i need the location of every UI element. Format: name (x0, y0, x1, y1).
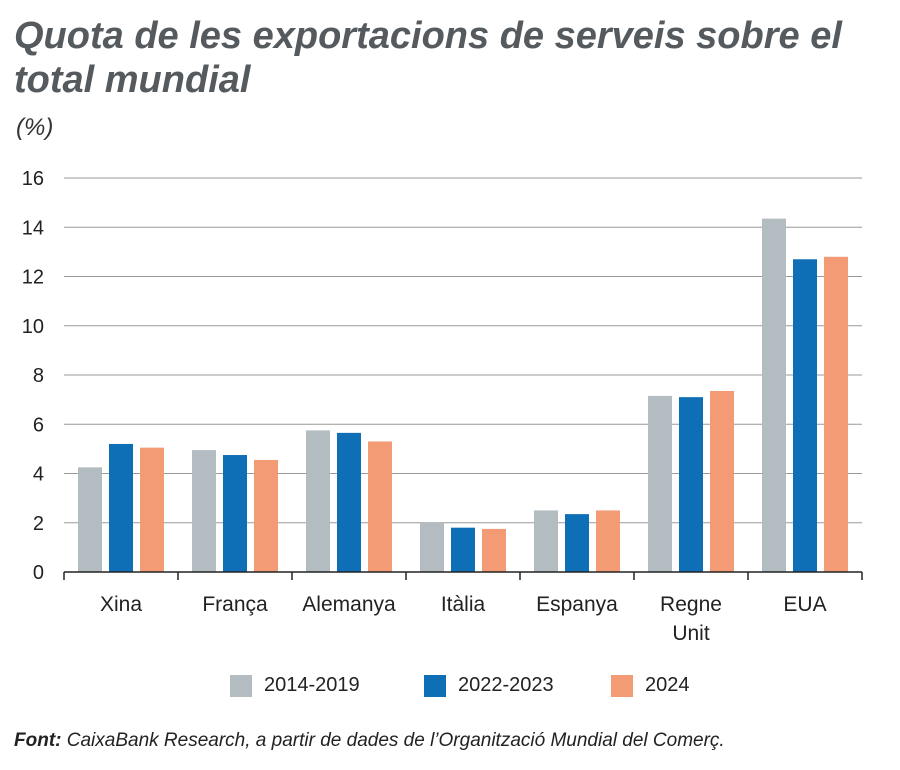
bar (306, 430, 330, 572)
bar (534, 510, 558, 572)
bar (762, 218, 786, 572)
bar (368, 441, 392, 572)
legend: 2014-2019 2022-2023 2024 (0, 674, 900, 704)
chart-title: Quota de les exportacions de serveis sob… (14, 15, 842, 101)
legend-swatch (611, 674, 633, 697)
legend-item: 2014-2019 (230, 674, 360, 697)
legend-swatch (424, 674, 446, 697)
legend-label: 2014-2019 (264, 674, 360, 696)
bar (710, 391, 734, 572)
bar (482, 528, 506, 572)
bar (109, 443, 133, 572)
y-tick-label: 0 (33, 562, 44, 584)
bar (596, 510, 620, 572)
legend-swatch (230, 674, 252, 697)
bar (420, 522, 444, 572)
y-tick-label: 6 (33, 414, 44, 436)
bar (78, 467, 102, 572)
x-tick-label: Xina (100, 593, 142, 616)
bar (648, 395, 672, 572)
x-tick-label: Espanya (536, 593, 618, 616)
legend-item: 2022-2023 (424, 674, 554, 697)
legend-label: 2024 (645, 674, 690, 696)
y-tick-label: 10 (22, 316, 44, 338)
y-tick-label: 14 (22, 217, 44, 239)
x-tick-label: Unit (672, 622, 710, 645)
bar (337, 432, 361, 572)
x-tick-label: EUA (783, 593, 826, 616)
y-tick-label: 4 (33, 464, 44, 486)
x-tick-label: Regne (660, 593, 722, 616)
y-tick-label: 2 (33, 513, 44, 535)
y-tick-label: 8 (33, 365, 44, 387)
bar (451, 527, 475, 572)
x-tick-label: França (202, 593, 268, 616)
bar (824, 256, 848, 572)
bar (254, 459, 278, 572)
source-note: Font: CaixaBank Research, a partir de da… (14, 730, 725, 752)
bar (140, 447, 164, 572)
bar (793, 259, 817, 572)
bar (223, 455, 247, 572)
legend-label: 2022-2023 (458, 674, 554, 696)
x-tick-label: Itàlia (441, 593, 486, 616)
y-tick-label: 12 (22, 267, 44, 289)
y-tick-label: 16 (22, 168, 44, 190)
legend-item: 2024 (611, 674, 690, 697)
bar-chart: 0 2 4 6 8 10 12 14 16 Xina França Alemanya Itàlia Esp… (22, 168, 863, 645)
bar (679, 397, 703, 572)
y-unit-label: (%) (16, 114, 54, 141)
source-text: CaixaBank Research, a partir de dades de… (66, 730, 725, 751)
bar (192, 450, 216, 572)
x-tick-label: Alemanya (302, 593, 396, 616)
source-label: Font: (14, 730, 62, 751)
bar (565, 514, 589, 572)
